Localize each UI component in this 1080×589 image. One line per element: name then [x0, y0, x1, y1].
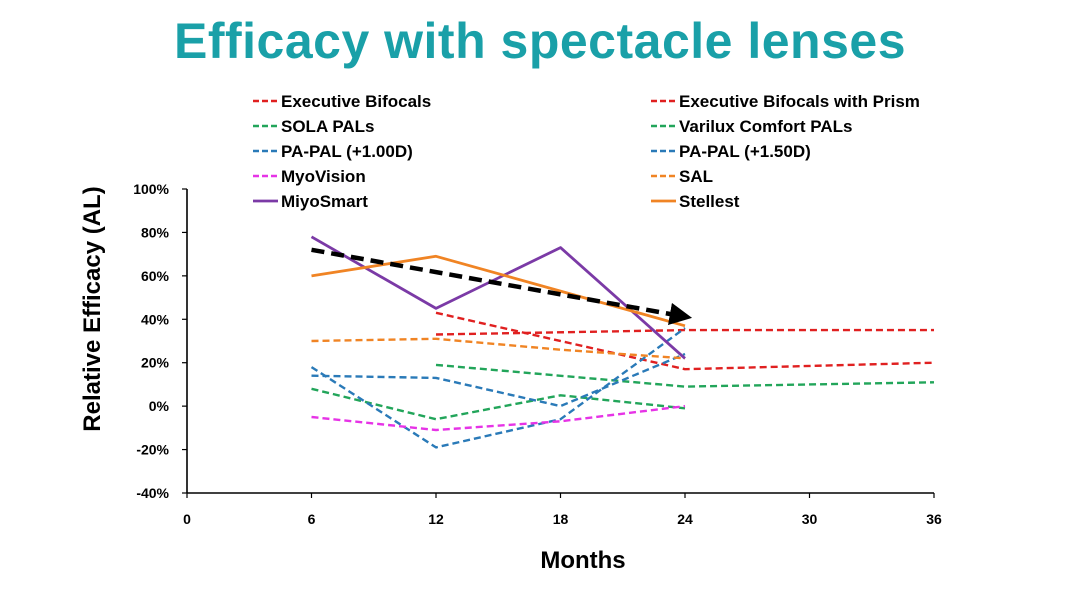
y-tick-label: 0% — [149, 398, 170, 414]
y-tick-label: 20% — [141, 355, 170, 371]
series-line-executive-bifocals — [435, 311, 935, 371]
axes: -40% -20% 0% 20% 40% 60% 80% 100% 0 6 12 18 24 30 36 — [133, 181, 942, 527]
y-tick-label: 40% — [141, 311, 170, 327]
y-tick-label: 100% — [133, 181, 169, 197]
series-line-myovision — [311, 404, 686, 432]
y-tick-label: -40% — [136, 485, 169, 501]
series-line-pa-pal-1-00d — [311, 352, 686, 408]
series-line-stellest — [311, 254, 686, 328]
legend-label: Varilux Comfort PALs — [679, 117, 853, 136]
series-line-pa-pal-1-50d — [310, 327, 686, 449]
x-tick-label: 12 — [428, 511, 444, 527]
y-tick-label: 60% — [141, 268, 170, 284]
legend-label: Executive Bifocals — [281, 92, 431, 111]
legend-label: Executive Bifocals with Prism — [679, 92, 920, 111]
series-layer — [310, 235, 935, 449]
legend-label: SOLA PALs — [281, 117, 375, 136]
x-tick-label: 30 — [802, 511, 818, 527]
legend-label: MiyoSmart — [281, 192, 368, 211]
y-axis-label: Relative Efficacy (AL) — [79, 186, 106, 431]
legend: Executive Bifocals Executive Bifocals wit… — [253, 92, 920, 211]
legend-label: SAL — [679, 167, 713, 186]
series-line-sal — [311, 337, 686, 360]
trend-arrow — [311, 247, 693, 326]
x-axis-label: Months — [540, 547, 625, 574]
y-tick-label: 80% — [141, 224, 170, 240]
x-tick-label: 36 — [926, 511, 942, 527]
legend-label: Stellest — [679, 192, 740, 211]
x-tick-label: 6 — [308, 511, 316, 527]
series-line-sola-pals — [435, 363, 935, 388]
series-line-varilux-comfort-pals — [311, 387, 686, 421]
chart-title: Efficacy with spectacle lenses — [173, 13, 907, 69]
series-line-executive-bifocals-with-prism — [435, 328, 934, 336]
x-tick-label: 18 — [553, 511, 569, 527]
x-tick-label: 0 — [183, 511, 191, 527]
x-tick-label: 24 — [677, 511, 693, 527]
y-tick-label: -20% — [136, 442, 169, 458]
trend-arrow-layer — [311, 247, 693, 326]
legend-label: MyoVision — [281, 167, 366, 186]
legend-label: PA-PAL (+1.00D) — [281, 142, 413, 161]
legend-label: PA-PAL (+1.50D) — [679, 142, 811, 161]
series-line-miyosmart — [310, 235, 686, 360]
